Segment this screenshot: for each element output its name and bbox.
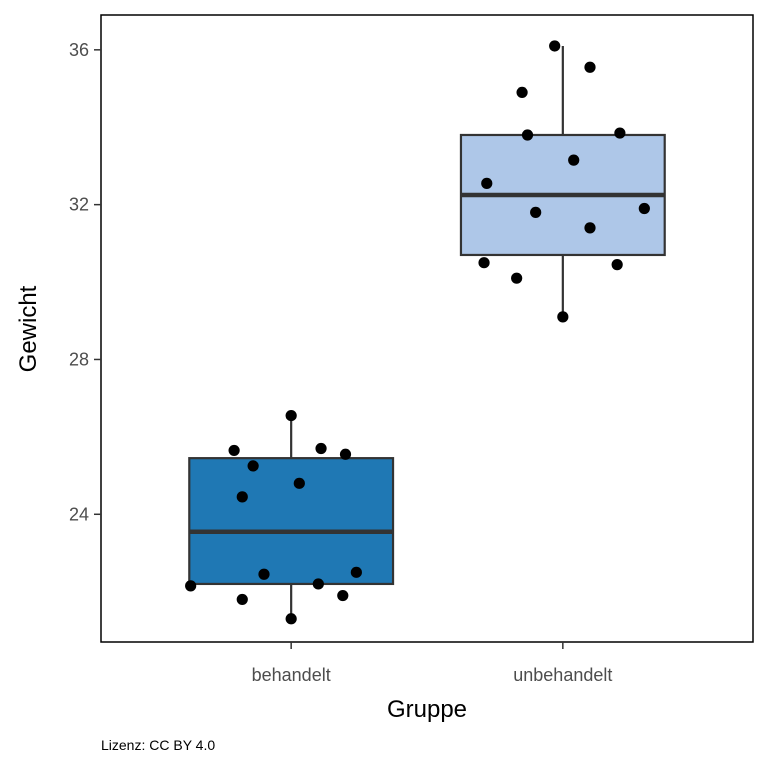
- data-point: [293, 477, 305, 489]
- data-point: [557, 311, 569, 323]
- y-tick-label: 32: [69, 195, 89, 215]
- y-tick-label: 28: [69, 349, 89, 369]
- data-point: [350, 566, 362, 578]
- data-point: [549, 40, 561, 52]
- data-point: [236, 593, 248, 606]
- x-axis-title: Gruppe: [387, 696, 467, 723]
- data-point: [285, 409, 297, 422]
- data-point: [185, 580, 197, 592]
- data-point: [511, 272, 523, 284]
- data-point: [228, 444, 240, 457]
- data-point: [258, 568, 270, 580]
- data-point: [315, 442, 327, 455]
- data-point: [516, 86, 528, 99]
- data-point: [247, 460, 259, 472]
- y-axis-title: Gewicht: [15, 285, 42, 372]
- data-point: [584, 222, 596, 234]
- data-point: [568, 154, 580, 166]
- box-behandelt: [188, 457, 395, 586]
- data-point: [584, 61, 596, 73]
- data-point: [337, 589, 349, 602]
- license-caption: Lizenz: CC BY 4.0: [101, 737, 216, 753]
- x-tick-label: unbehandelt: [513, 665, 612, 685]
- data-point: [236, 491, 248, 503]
- data-point: [285, 613, 297, 625]
- x-axis: behandelt unbehandelt: [252, 642, 612, 685]
- data-point: [521, 129, 534, 141]
- data-point: [478, 257, 490, 269]
- data-point: [614, 127, 626, 139]
- y-tick-label: 36: [69, 40, 89, 60]
- y-axis: 24 28 32 36: [69, 40, 101, 524]
- boxes-layer: [188, 45, 666, 619]
- points-layer: [185, 40, 650, 625]
- data-point: [638, 202, 650, 215]
- data-point: [611, 259, 623, 271]
- data-point: [339, 448, 352, 460]
- x-tick-label: behandelt: [252, 665, 331, 685]
- data-point: [481, 177, 493, 189]
- data-point: [530, 206, 542, 218]
- data-point: [312, 578, 324, 590]
- y-tick-label: 24: [69, 504, 89, 524]
